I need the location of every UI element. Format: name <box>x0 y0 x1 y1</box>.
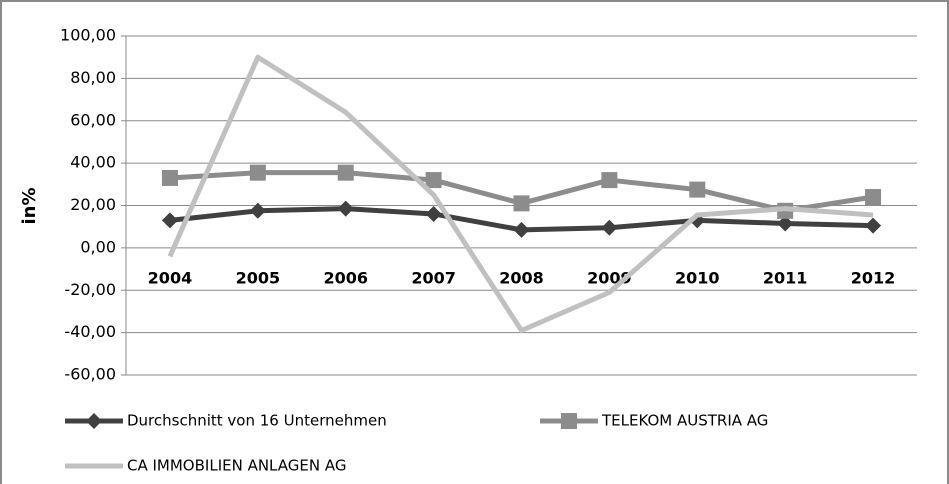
y-tick-label: 100,00 <box>60 26 116 45</box>
legend-label: Durchschnitt von 16 Unternehmen <box>127 412 387 430</box>
y-tick-label: -40,00 <box>64 322 116 341</box>
data-point <box>513 221 530 238</box>
x-tick-label: 2008 <box>499 268 544 287</box>
x-tick-label: 2004 <box>148 268 193 287</box>
data-point <box>425 205 442 222</box>
data-point <box>513 195 530 212</box>
y-tick-label: 60,00 <box>70 110 116 129</box>
x-tick-label: 2010 <box>675 268 720 287</box>
y-tick-label: 80,00 <box>70 68 116 87</box>
x-tick-label: 2005 <box>236 268 281 287</box>
y-tick-label: 40,00 <box>70 153 116 172</box>
y-axis-label: in% <box>19 187 40 224</box>
x-tick-label: 2006 <box>323 268 368 287</box>
legend-label: TELEKOM AUSTRIA AG <box>601 412 768 430</box>
data-point <box>249 164 266 181</box>
data-point <box>689 181 706 198</box>
data-point <box>337 164 354 181</box>
x-tick-label: 2012 <box>851 268 896 287</box>
data-point <box>425 172 442 189</box>
data-point <box>777 215 794 232</box>
data-point <box>337 200 354 217</box>
y-tick-label: -20,00 <box>64 280 116 299</box>
y-tick-label: -60,00 <box>64 365 116 384</box>
legend-marker <box>86 413 102 429</box>
data-point <box>865 189 882 206</box>
data-point <box>865 217 882 234</box>
series-line <box>167 54 874 334</box>
legend-label: CA IMMOBILIEN ANLAGEN AG <box>127 457 346 475</box>
data-point <box>161 212 178 229</box>
data-point <box>601 219 618 236</box>
y-tick-label: 0,00 <box>80 237 116 256</box>
legend-marker <box>561 413 577 429</box>
x-tick-label: 2007 <box>411 268 456 287</box>
y-tick-label: 20,00 <box>70 195 116 214</box>
x-tick-label: 2011 <box>763 268 808 287</box>
data-point <box>601 172 618 189</box>
data-point <box>161 169 178 186</box>
data-point <box>249 202 266 219</box>
